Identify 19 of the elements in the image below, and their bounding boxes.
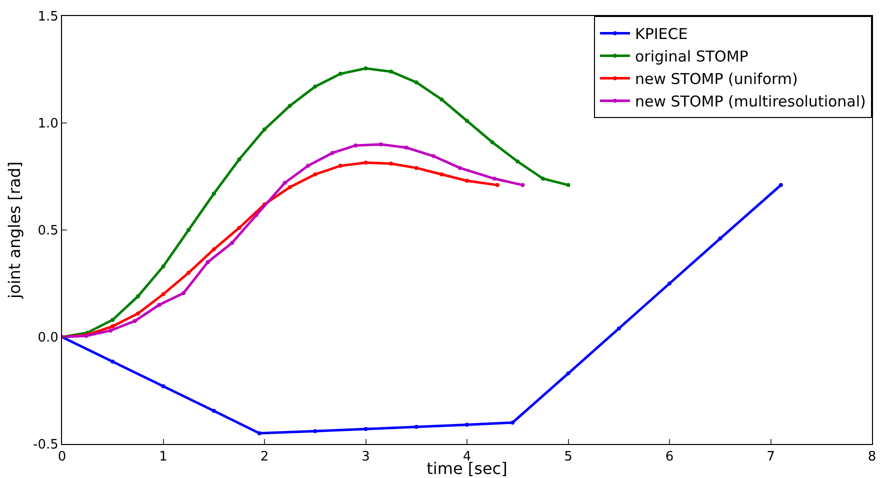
x-tick-label: 6 — [665, 450, 674, 465]
legend-label: original STOMP — [635, 48, 748, 66]
y-tick-label: 0.5 — [38, 224, 58, 239]
y-axis-title: joint angles [rad] — [4, 161, 24, 300]
x-tick-label: 3 — [362, 450, 370, 465]
y-tick-label: 1.5 — [38, 10, 58, 25]
x-tick-label: 8 — [868, 450, 876, 465]
y-tick-label: -0.5 — [33, 438, 58, 453]
legend-label: KPIECE — [635, 25, 688, 44]
legend-label: new STOMP (multiresolutional) — [635, 92, 866, 111]
x-tick-label: 2 — [260, 450, 269, 465]
x-tick-label: 1 — [159, 450, 168, 465]
x-tick-label: 0 — [58, 450, 66, 465]
y-tick-label: 1.0 — [38, 116, 58, 132]
legend-label: new STOMP (uniform) — [635, 70, 798, 88]
x-tick-label: 7 — [766, 450, 775, 465]
y-tick-label: 0.0 — [38, 330, 58, 346]
x-axis-title: time [sec] — [426, 459, 508, 478]
x-tick-label: 5 — [564, 450, 572, 465]
